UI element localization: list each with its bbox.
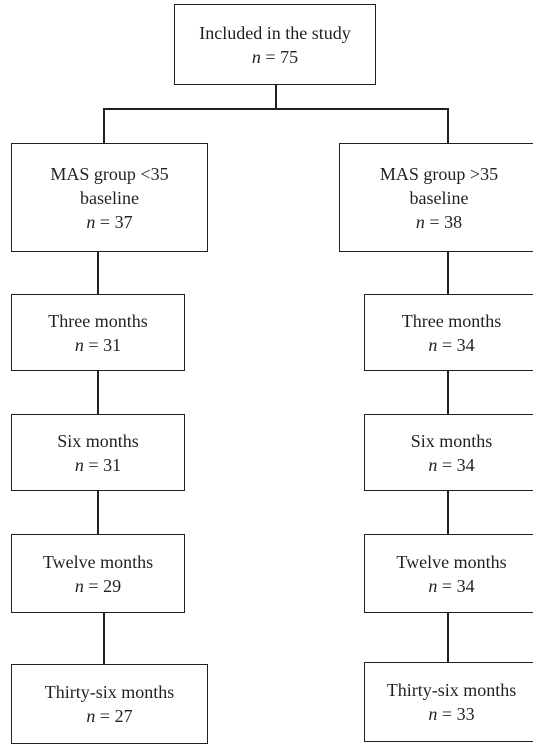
box-included-label: Included in the study [199,22,351,43]
box-left-twelve-months-label: Twelve months [42,551,154,572]
connector-branch-right [447,108,449,143]
connector-left-2 [97,370,99,414]
connector-branch [103,108,448,110]
box-left-baseline-count: n = 37 [86,211,133,232]
box-left-six-months: Six months n = 31 [11,414,185,491]
box-left-six-months-label: Six months [57,430,139,451]
box-right-baseline: MAS group >35 baseline n = 38 [339,143,533,252]
box-left-thirty-six-months-label: Thirty-six months [44,682,175,702]
box-left-six-months-count: n = 31 [74,454,122,475]
box-included: Included in the study n = 75 [174,4,376,85]
box-right-three-months-count: n = 34 [428,334,475,355]
connector-right-2 [447,370,449,414]
box-left-baseline-label-1: MAS group <35 [50,163,169,184]
box-left-thirty-six-months-count: n = 27 [86,706,133,726]
box-right-three-months: Three months n = 34 [364,294,533,371]
box-right-thirty-six-months: Thirty-six months n = 33 [364,662,533,742]
box-left-three-months-count: n = 31 [74,334,122,355]
box-right-thirty-six-months-label: Thirty-six months [386,680,517,700]
box-included-count: n = 75 [251,46,299,67]
box-right-twelve-months-count: n = 34 [428,575,475,596]
box-right-six-months-count: n = 34 [428,454,475,475]
box-left-thirty-six-months: Thirty-six months n = 27 [11,664,208,744]
box-right-six-months: Six months n = 34 [364,414,533,491]
box-right-twelve-months-label: Twelve months [396,551,507,572]
box-right-three-months-label: Three months [401,310,502,331]
box-right-baseline-count: n = 38 [415,211,463,232]
connector-left-3 [97,490,99,534]
connector-branch-left [103,108,105,143]
connector-left-1 [97,251,99,294]
connector-right-3 [447,490,449,534]
box-left-baseline: MAS group <35 baseline n = 37 [11,143,208,252]
connector-right-1 [447,251,449,294]
connector-left-4 [103,612,105,664]
box-left-twelve-months: Twelve months n = 29 [11,534,185,613]
connector-right-4 [447,612,449,662]
box-right-thirty-six-months-count: n = 33 [428,704,475,724]
connector-top-down [275,84,277,108]
box-left-baseline-label-2: baseline [80,187,139,208]
box-left-three-months-label: Three months [48,310,148,331]
box-right-baseline-label-2: baseline [409,187,469,208]
box-right-six-months-label: Six months [410,430,493,451]
box-left-twelve-months-count: n = 29 [74,575,122,596]
box-left-three-months: Three months n = 31 [11,294,185,371]
box-right-baseline-label-1: MAS group >35 [379,163,499,184]
box-right-twelve-months: Twelve months n = 34 [364,534,533,613]
